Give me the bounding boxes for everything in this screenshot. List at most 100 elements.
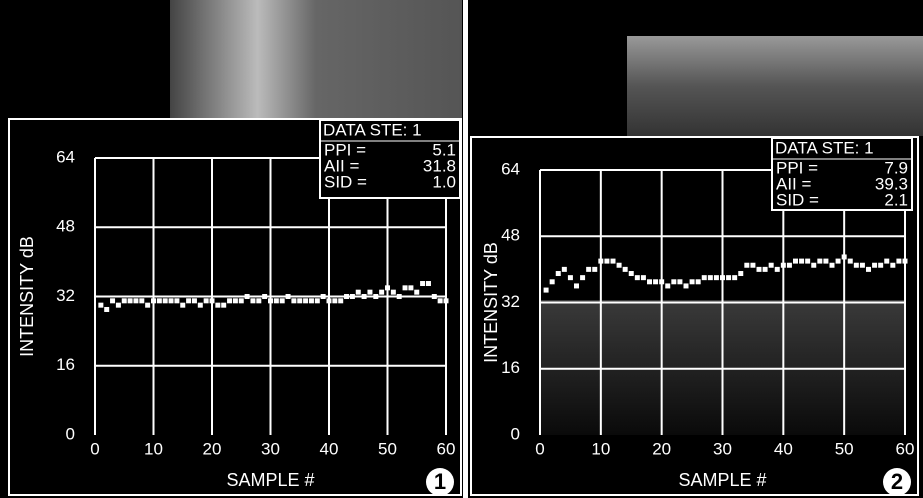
data-point [823, 259, 828, 264]
data-point [262, 294, 267, 299]
data-point [373, 294, 378, 299]
x-tick-label: 50 [378, 439, 397, 458]
data-point [274, 298, 279, 303]
data-point [397, 294, 402, 299]
data-point [344, 294, 349, 299]
data-point [744, 263, 749, 268]
data-point [356, 290, 361, 295]
stats-value: 1.0 [432, 172, 456, 191]
data-point [198, 303, 203, 308]
y-axis-label: INTENSITY dB [17, 236, 37, 357]
x-tick-label: 10 [144, 439, 163, 458]
data-point [787, 263, 792, 268]
y-tick-label: 48 [56, 217, 75, 236]
data-point [817, 259, 822, 264]
x-tick-label: 30 [261, 439, 280, 458]
data-point [684, 283, 689, 288]
data-point [157, 298, 162, 303]
data-point [611, 259, 616, 264]
x-tick-label: 0 [90, 439, 99, 458]
data-point [769, 263, 774, 268]
data-point [303, 298, 308, 303]
data-point [811, 263, 816, 268]
data-point [556, 271, 561, 276]
data-point [848, 259, 853, 264]
data-point [635, 275, 640, 280]
data-point [245, 294, 250, 299]
y-tick-label: 64 [501, 159, 520, 178]
data-point [268, 298, 273, 303]
data-point [696, 279, 701, 284]
y-tick-label: 16 [501, 358, 520, 377]
data-point [239, 298, 244, 303]
data-point [580, 275, 585, 280]
data-point [726, 275, 731, 280]
data-point [362, 294, 367, 299]
data-point [647, 279, 652, 284]
data-point [702, 275, 707, 280]
data-point [227, 298, 232, 303]
page: {"chart_data": [ {"type": "scatter", "yl… [0, 0, 923, 498]
data-point [110, 298, 115, 303]
y-tick-label: 64 [56, 147, 75, 166]
data-point [708, 275, 713, 280]
data-point [878, 263, 883, 268]
data-point [872, 263, 877, 268]
data-point [550, 279, 555, 284]
data-point [338, 298, 343, 303]
x-axis-label: SAMPLE # [226, 470, 314, 490]
data-point [403, 285, 408, 290]
stats-title: DATA STE: 1 [775, 138, 874, 157]
y-tick-label: 0 [66, 424, 75, 443]
data-point [297, 298, 302, 303]
data-point [291, 298, 296, 303]
data-point [186, 298, 191, 303]
x-tick-label: 20 [203, 439, 222, 458]
data-point [391, 290, 396, 295]
data-point [568, 275, 573, 280]
data-point [379, 290, 384, 295]
data-point [750, 263, 755, 268]
x-tick-label: 50 [835, 439, 854, 458]
data-point [562, 267, 567, 272]
stats-label: SID = [324, 172, 367, 191]
data-point [714, 275, 719, 280]
data-point [367, 290, 372, 295]
data-point [385, 285, 390, 290]
data-point [309, 298, 314, 303]
data-point [677, 279, 682, 284]
stats-title: DATA STE: 1 [323, 120, 422, 139]
data-point [781, 263, 786, 268]
data-point [659, 279, 664, 284]
data-point [574, 283, 579, 288]
data-point [866, 267, 871, 272]
y-tick-label: 0 [511, 424, 520, 443]
data-point [671, 279, 676, 284]
data-point [408, 285, 413, 290]
data-point [623, 267, 628, 272]
data-point [799, 259, 804, 264]
data-point [836, 259, 841, 264]
data-point [629, 271, 634, 276]
data-point [805, 259, 810, 264]
stats-value: 2.1 [884, 190, 908, 209]
x-axis-label: SAMPLE # [678, 470, 766, 490]
data-point [738, 271, 743, 276]
data-point [315, 298, 320, 303]
data-point [210, 298, 215, 303]
data-point [128, 298, 133, 303]
data-point [280, 298, 285, 303]
data-point [860, 263, 865, 268]
panel-number: 1 [434, 469, 446, 494]
data-point [544, 288, 549, 293]
data-point [233, 298, 238, 303]
y-tick-label: 48 [501, 226, 520, 245]
data-point [842, 254, 847, 259]
y-tick-label: 32 [56, 286, 75, 305]
data-point [286, 294, 291, 299]
stats-label: SID = [776, 190, 819, 209]
data-point [321, 294, 326, 299]
y-tick-label: 32 [501, 292, 520, 311]
data-point [690, 279, 695, 284]
data-point [163, 298, 168, 303]
